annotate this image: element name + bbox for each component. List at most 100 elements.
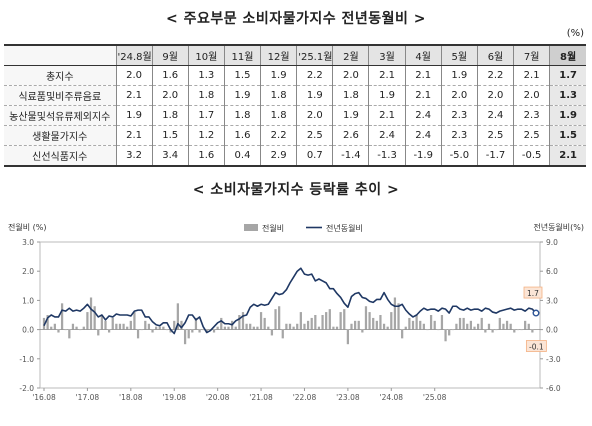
header-month: 9월 [151, 44, 189, 66]
chart-svg: 3.0 2.0 1.0 0.0 -1.0 -2.0 9.0 6.0 3.0 0.0 -3.0 -6.0… [8, 222, 584, 402]
header-month: 8월 [549, 44, 586, 66]
table-cell: 2.0 [513, 85, 551, 106]
bar-mom [433, 320, 436, 330]
bar-mom [357, 320, 360, 330]
table-cell: 1.7 [549, 65, 586, 86]
bar-mom [325, 312, 328, 330]
bar-mom [104, 320, 107, 330]
bar-mom [368, 312, 371, 330]
x-tick-label: '21.08 [249, 393, 273, 402]
table-row: 신선식품지수 3.2 3.4 1.6 0.4 2.9 0.7 -1.4 -1.3 -1.9 -5.0… [4, 145, 586, 167]
header-month: 11월 [223, 44, 262, 66]
bar-mom [60, 303, 64, 330]
bar-mom [408, 317, 411, 330]
bar-mom [476, 323, 480, 330]
annotation-mom-box [525, 340, 547, 352]
header-month: 10월 [187, 44, 225, 66]
x-tick-label: '19.08 [162, 393, 186, 402]
x-tick-label: '20.08 [206, 393, 230, 402]
table-cell: 2.0 [440, 85, 478, 106]
bar-mom [516, 329, 520, 331]
bar-mom [390, 312, 393, 330]
bar-mom [379, 315, 382, 330]
bar-mom [411, 320, 415, 330]
bar-mom [288, 323, 292, 330]
table-cell: -1.4 [332, 145, 370, 167]
bar-mom [93, 306, 96, 330]
bar-mom [382, 323, 386, 330]
bar-mom [346, 329, 350, 345]
bar-mom [448, 329, 451, 336]
table-cell: 1.8 [332, 85, 370, 106]
bar-mom [386, 326, 389, 330]
row-label: 생활물가지수 [4, 125, 117, 146]
right-tick-label: 3.0 [546, 296, 558, 305]
table-cell: 2.0 [151, 85, 189, 106]
header-month: 3월 [368, 44, 406, 66]
table-cell: 1.5 [223, 65, 262, 86]
bar-mom [419, 320, 422, 330]
x-tick-label: '17.08 [76, 393, 100, 402]
legend-line-label: 전년동월비 [326, 223, 363, 233]
bar-mom [140, 329, 143, 331]
bar-mom [310, 317, 313, 330]
bar-mom [259, 312, 263, 330]
bar-mom [480, 317, 483, 330]
bar-mom [79, 329, 82, 331]
right-tick-label: 0.0 [546, 326, 558, 335]
row-label: 총지수 [4, 65, 117, 86]
right-tick-label: 6.0 [546, 267, 558, 276]
table-cell: 2.2 [296, 65, 334, 86]
right-axis-title: 전년동월비(%) [533, 222, 584, 232]
table-cell: 1.3 [549, 85, 586, 106]
bar-mom [263, 317, 266, 330]
table-cell: 2.1 [404, 65, 442, 86]
bar-mom [100, 315, 104, 330]
table-cell: 1.9 [368, 85, 406, 106]
bar-mom [531, 329, 534, 333]
bar-mom [274, 309, 277, 330]
bar-mom [278, 306, 281, 330]
bar-mom [397, 303, 400, 330]
table-cell: 2.2 [260, 125, 298, 146]
bar-mom [267, 326, 270, 330]
table-cell: 2.4 [368, 125, 406, 146]
table-cell: 2.0 [115, 65, 153, 86]
bar-mom [212, 329, 216, 333]
bar-mom [375, 320, 378, 330]
table-cell: 2.1 [115, 125, 153, 146]
bar-mom [498, 317, 501, 330]
bar-mom [71, 323, 75, 330]
left-tick-label: 2.0 [22, 267, 34, 276]
header-month: 12월 [260, 44, 298, 66]
bar-mom [440, 315, 444, 330]
x-tick-label: '16.08 [32, 393, 56, 402]
table-cell: 2.1 [115, 85, 153, 106]
bar-mom [245, 323, 248, 330]
bar-mom [249, 323, 252, 330]
bar-mom [361, 329, 364, 333]
bar-mom [487, 323, 491, 330]
bar-mom [46, 315, 49, 330]
table-row: 총지수 2.0 1.6 1.3 1.5 1.9 2.2 2.0 2.1 2.1 1.9 2.2 2.1 1… [4, 65, 586, 86]
bar-mom [202, 329, 205, 331]
table-cell: 2.2 [476, 65, 515, 86]
table-header-row: '24.8월 9월 10월 11월 12월 '25.1월 2월 3월 4월 5월 6월 7월 8월 [4, 44, 586, 66]
legend-bar-swatch [244, 224, 258, 231]
table-cell: 2.1 [513, 65, 551, 86]
plot-frame [39, 241, 541, 389]
bar-mom [155, 326, 158, 330]
bar-mom [241, 312, 245, 330]
table-cell: 2.0 [296, 105, 334, 126]
bar-mom [252, 326, 255, 330]
bar-mom [437, 329, 440, 331]
bar-mom [524, 320, 527, 330]
bar-mom [455, 323, 458, 330]
table-cell: 3.2 [115, 145, 153, 167]
x-tick-label: '24.08 [380, 393, 404, 402]
table-cell: 2.5 [476, 125, 515, 146]
annotation-yoy: 1.7 [527, 289, 539, 298]
cpi-chart: 3.0 2.0 1.0 0.0 -1.0 -2.0 9.0 6.0 3.0 0.0 -3.0 -6.0… [0, 206, 592, 422]
row-label: 신선식품지수 [4, 145, 117, 167]
bar-mom [82, 326, 85, 330]
